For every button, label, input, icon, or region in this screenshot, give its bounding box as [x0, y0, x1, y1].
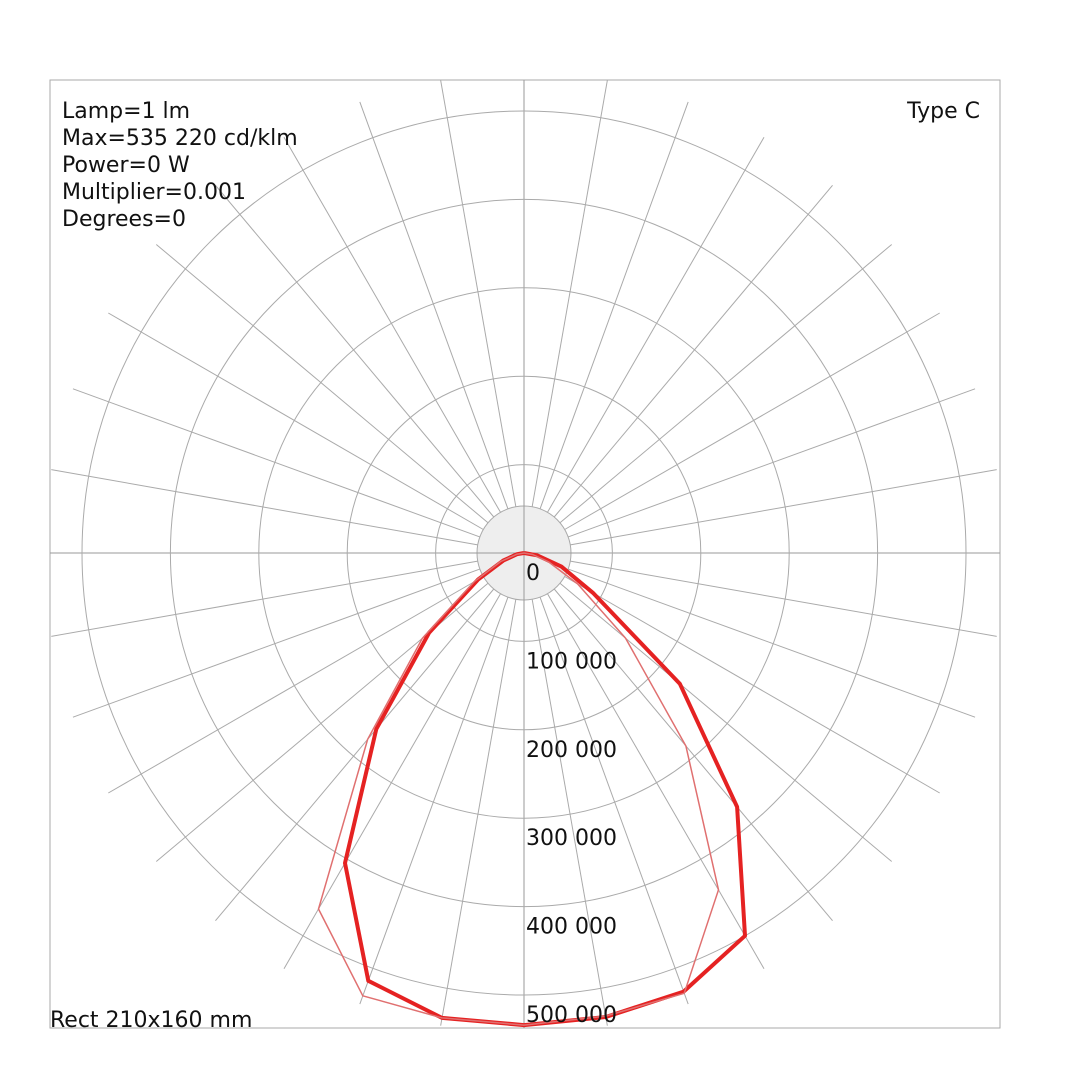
- spoke: [570, 469, 997, 546]
- radial-tick-label: 0: [526, 561, 540, 586]
- radial-tick-label: 500 000: [526, 1003, 617, 1028]
- spoke: [51, 560, 478, 637]
- spoke: [440, 599, 517, 1026]
- intensity-curve: [317, 552, 720, 1026]
- spoke: [553, 588, 833, 922]
- curves: [317, 551, 747, 1028]
- spoke: [570, 560, 997, 637]
- radial-tick-label: 100 000: [526, 649, 617, 674]
- grid-circle: [81, 110, 967, 996]
- spoke: [564, 576, 940, 794]
- spoke: [531, 80, 608, 507]
- spoke: [283, 137, 501, 513]
- annotation: Multiplier=0.001: [62, 180, 246, 205]
- spoke: [539, 101, 689, 510]
- spoke: [108, 312, 484, 530]
- spoke: [51, 469, 478, 546]
- spoke: [567, 388, 976, 538]
- spoke: [564, 312, 940, 530]
- spoke: [155, 244, 489, 524]
- spoke: [531, 599, 608, 1026]
- annotation: Power=0 W: [62, 153, 190, 178]
- spoke: [215, 184, 495, 518]
- grid-circle: [169, 198, 879, 908]
- spoke: [553, 184, 833, 518]
- radial-tick-label: 400 000: [526, 915, 617, 940]
- footer-label: Rect 210x160 mm: [50, 1008, 252, 1033]
- radial-tick-label: 300 000: [526, 826, 617, 851]
- spoke: [547, 137, 765, 513]
- grid-circle: [258, 287, 790, 819]
- spoke: [72, 388, 481, 538]
- spoke: [108, 576, 484, 794]
- radial-tick-label: 200 000: [526, 738, 617, 763]
- corner-label: Type C: [906, 99, 980, 124]
- spoke: [72, 568, 481, 718]
- annotation: Degrees=0: [62, 207, 186, 232]
- spoke: [547, 593, 765, 969]
- spoke: [539, 596, 689, 1005]
- spoke: [359, 596, 509, 1005]
- spoke: [215, 588, 495, 922]
- spoke: [359, 101, 509, 510]
- grid-circle: [346, 375, 702, 731]
- grid-circle: [435, 464, 613, 642]
- annotation: Max=535 220 cd/klm: [62, 126, 298, 151]
- labels: Lamp=1 lm Max=535 220 cd/klm Power=0 W M…: [50, 99, 980, 1033]
- spoke: [559, 582, 893, 862]
- spoke: [440, 80, 517, 507]
- annotation: Lamp=1 lm: [62, 99, 190, 124]
- spoke: [559, 244, 893, 524]
- spoke: [567, 568, 976, 718]
